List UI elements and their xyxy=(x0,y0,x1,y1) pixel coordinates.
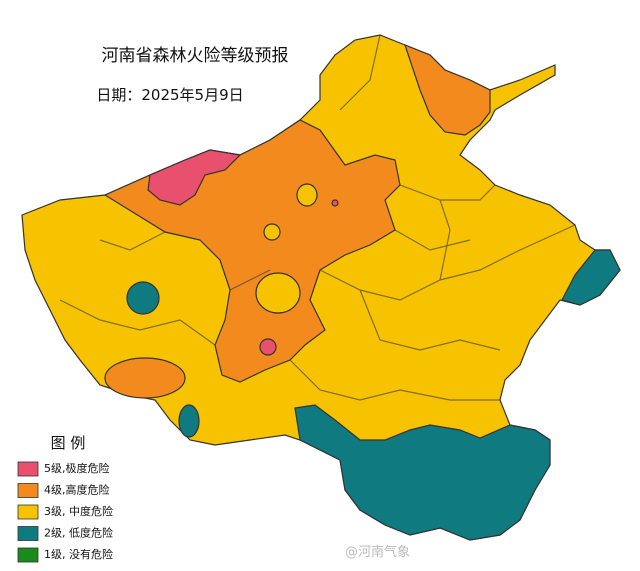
map-date: 日期：2025年5月9日 xyxy=(96,86,243,104)
legend-swatch xyxy=(17,504,39,520)
city-borders xyxy=(59,34,576,401)
region-level-5-spot xyxy=(331,199,339,207)
legend-label: 5级,极度危险 xyxy=(44,461,110,475)
region-level-2-south xyxy=(294,404,551,541)
watermark: @河南气象 xyxy=(345,544,410,560)
legend-label: 3级, 中度危险 xyxy=(44,504,113,518)
legend-label: 1级, 没有危险 xyxy=(44,547,113,561)
legend-swatch xyxy=(17,461,39,477)
region-level-2-west xyxy=(126,281,160,315)
legend-label: 4级,高度危险 xyxy=(44,483,110,497)
legend-swatch xyxy=(17,526,39,541)
legend-label: 2级, 低度危险 xyxy=(44,526,113,540)
henan-map xyxy=(21,34,621,541)
region-level-3-hole xyxy=(255,272,301,314)
region-level-5-northwest xyxy=(147,149,242,206)
region-level-2-small xyxy=(178,404,200,438)
legend-swatch xyxy=(17,483,39,498)
region-level-3-hole xyxy=(263,223,281,241)
region-level-3-hole xyxy=(296,183,318,207)
region-level-4-southwest xyxy=(104,357,186,399)
legend: 5级,极度危险 4级,高度危险 3级, 中度危险 2级, 低度危险 1级, 没有危险 xyxy=(17,461,113,563)
legend-title: 图 例 xyxy=(51,434,86,452)
region-level-2-east xyxy=(561,249,621,306)
region-level-5-spot xyxy=(259,338,277,356)
legend-swatch xyxy=(17,547,39,563)
region-level-4-northeast xyxy=(404,43,491,136)
map-title: 河南省森林火险等级预报 xyxy=(102,46,289,66)
